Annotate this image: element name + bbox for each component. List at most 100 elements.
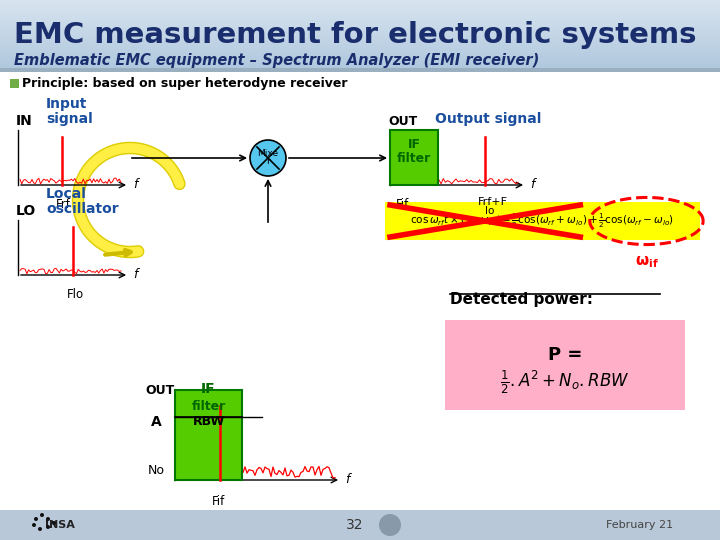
- Text: Emblematic EMC equipment – Spectrum Analyzer (EMI receiver): Emblematic EMC equipment – Spectrum Anal…: [14, 52, 539, 68]
- Text: f: f: [345, 473, 349, 486]
- Text: Frf: Frf: [56, 198, 71, 211]
- Bar: [0, 19, 720, 20]
- Bar: [0, 28, 720, 29]
- Bar: [0, 14, 720, 15]
- Text: Mixe: Mixe: [258, 148, 279, 158]
- Bar: [0, 17, 720, 18]
- Circle shape: [52, 521, 56, 525]
- Bar: [0, 60, 720, 61]
- Bar: [0, 55, 720, 56]
- Bar: [0, 4, 720, 5]
- Bar: [0, 25, 720, 26]
- Text: Input
signal: Input signal: [46, 97, 93, 126]
- Bar: [0, 29, 720, 30]
- Text: filter: filter: [192, 400, 226, 413]
- Bar: [0, 0, 720, 1]
- Bar: [0, 56, 720, 57]
- Text: Fif: Fif: [212, 495, 225, 508]
- Bar: [0, 22, 720, 23]
- Bar: [0, 40, 720, 41]
- Text: EMC measurement for electronic systems: EMC measurement for electronic systems: [14, 21, 696, 49]
- Bar: [0, 66, 720, 67]
- Bar: [0, 45, 720, 46]
- Bar: [0, 510, 720, 540]
- Circle shape: [250, 140, 286, 176]
- Bar: [0, 68, 720, 72]
- Bar: [0, 59, 720, 60]
- Bar: [0, 34, 720, 35]
- Bar: [0, 54, 720, 55]
- Circle shape: [379, 514, 401, 536]
- Bar: [0, 7, 720, 8]
- Text: INSA: INSA: [45, 520, 75, 530]
- Bar: [0, 53, 720, 54]
- Bar: [0, 39, 720, 40]
- Text: RBW: RBW: [192, 415, 225, 428]
- Bar: [0, 36, 720, 37]
- Bar: [0, 10, 720, 11]
- Bar: [0, 27, 720, 28]
- Bar: [0, 2, 720, 3]
- Bar: [0, 5, 720, 6]
- Text: Frf+F: Frf+F: [478, 197, 508, 207]
- Text: Principle: based on super heterodyne receiver: Principle: based on super heterodyne rec…: [22, 77, 348, 90]
- Bar: [0, 41, 720, 42]
- Text: LO: LO: [16, 204, 36, 218]
- Text: Output signal: Output signal: [435, 112, 541, 126]
- Bar: [0, 52, 720, 53]
- Text: f: f: [133, 178, 138, 191]
- Text: $\cos\omega_{rf}t\times\cos\omega_{lo}t=\frac{1}{2}\cos(\omega_{rf}+\omega_{lo}): $\cos\omega_{rf}t\times\cos\omega_{lo}t=…: [410, 212, 675, 230]
- Bar: [0, 8, 720, 9]
- Bar: [0, 13, 720, 14]
- Bar: [385, 202, 700, 240]
- Bar: [0, 15, 720, 16]
- Bar: [0, 9, 720, 10]
- Text: IF: IF: [408, 138, 420, 151]
- Bar: [0, 68, 720, 510]
- Bar: [0, 26, 720, 27]
- Bar: [0, 21, 720, 22]
- Bar: [0, 51, 720, 52]
- Bar: [0, 31, 720, 32]
- Circle shape: [34, 517, 38, 521]
- Text: A: A: [151, 415, 162, 429]
- Text: $\mathbf{\omega_{if}}$: $\mathbf{\omega_{if}}$: [634, 254, 658, 269]
- Bar: [0, 42, 720, 43]
- Bar: [0, 1, 720, 2]
- Bar: [0, 37, 720, 38]
- Bar: [0, 16, 720, 17]
- Bar: [0, 30, 720, 31]
- Bar: [0, 11, 720, 12]
- Bar: [10, 79, 19, 88]
- Text: Flo: Flo: [66, 288, 84, 301]
- Bar: [0, 3, 720, 4]
- Bar: [0, 35, 720, 36]
- Bar: [0, 62, 720, 63]
- Bar: [0, 44, 720, 45]
- Text: f: f: [530, 178, 534, 191]
- Bar: [0, 46, 720, 47]
- Text: f: f: [133, 268, 138, 281]
- Text: February 21: February 21: [606, 520, 674, 530]
- Text: IN: IN: [16, 114, 32, 128]
- Bar: [175, 390, 242, 480]
- Bar: [0, 32, 720, 33]
- Bar: [0, 20, 720, 21]
- Bar: [445, 320, 685, 410]
- Bar: [0, 65, 720, 66]
- Bar: [0, 63, 720, 64]
- Bar: [0, 61, 720, 62]
- Text: IF: IF: [201, 382, 215, 396]
- Bar: [0, 43, 720, 44]
- Text: OUT: OUT: [145, 384, 174, 397]
- Bar: [0, 23, 720, 24]
- Text: Detected power:: Detected power:: [450, 292, 593, 307]
- Text: OUT: OUT: [388, 115, 418, 128]
- Bar: [0, 38, 720, 39]
- Text: Local
oscillator: Local oscillator: [46, 187, 119, 216]
- Bar: [0, 24, 720, 25]
- Circle shape: [46, 517, 50, 521]
- Circle shape: [46, 525, 50, 529]
- Text: r: r: [266, 158, 270, 166]
- Text: 32: 32: [346, 518, 364, 532]
